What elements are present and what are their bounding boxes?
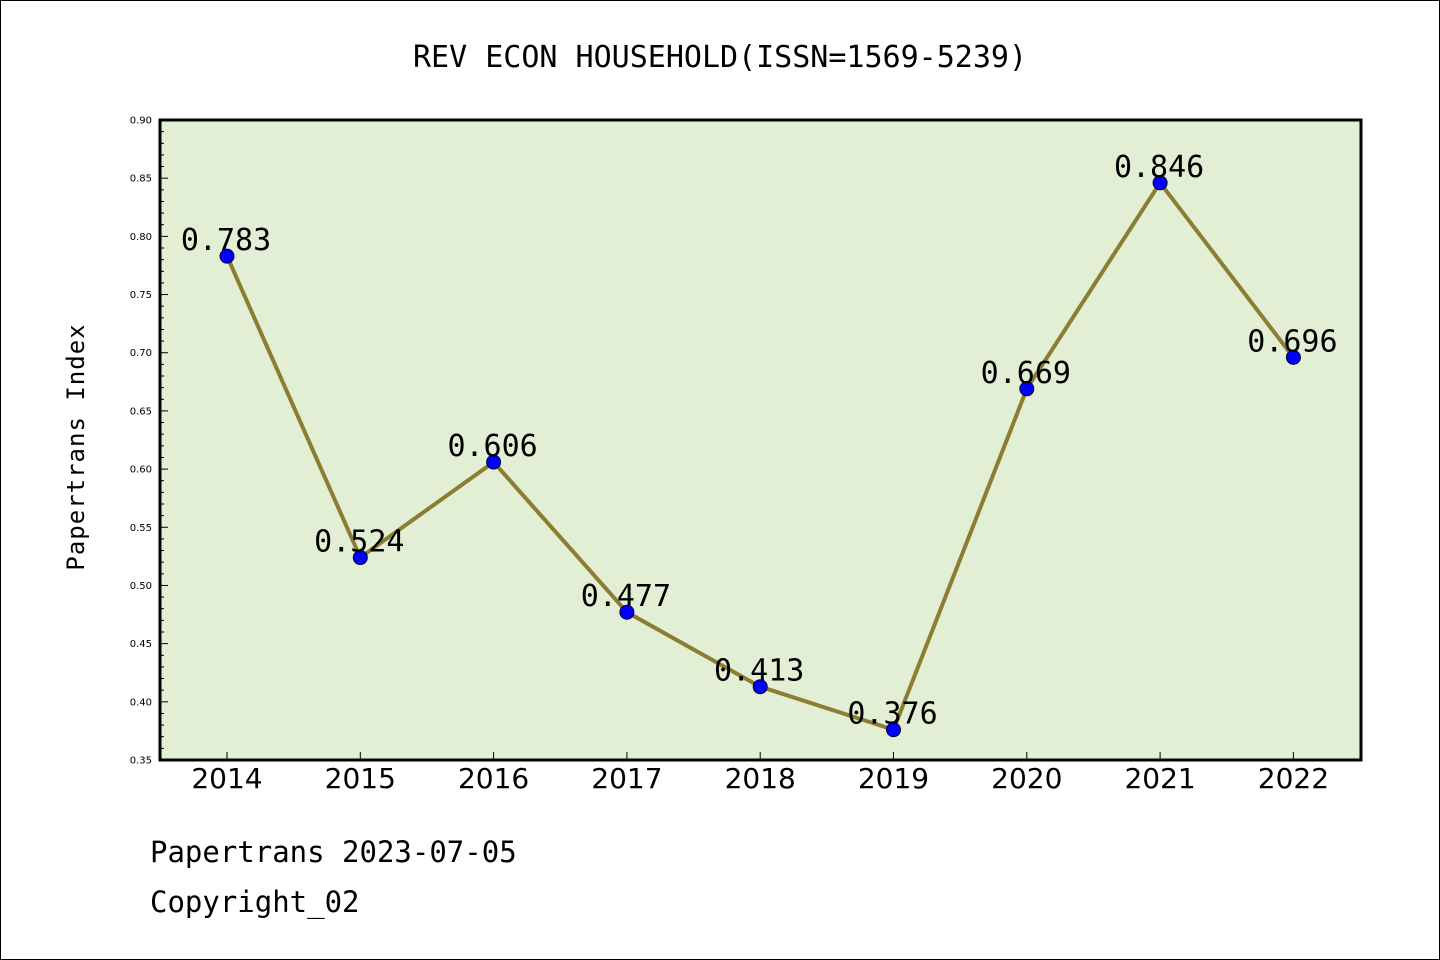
data-label: 0.413 bbox=[714, 654, 804, 689]
data-label: 0.846 bbox=[1114, 150, 1204, 185]
data-point-marker bbox=[1285, 349, 1301, 365]
y-axis-label: Papertrans Index bbox=[62, 323, 90, 570]
y-tick-label: 0.35 bbox=[130, 756, 152, 767]
y-tick-label: 0.45 bbox=[130, 639, 152, 650]
source-date-text: Papertrans 2023-07-05 bbox=[150, 835, 517, 869]
data-label: 0.606 bbox=[447, 429, 537, 464]
x-tick-label: 2020 bbox=[991, 762, 1062, 795]
data-point-marker bbox=[219, 248, 235, 264]
chart-title: REV ECON HOUSEHOLD(ISSN=1569-5239) bbox=[413, 40, 1027, 75]
x-tick-label: 2022 bbox=[1258, 762, 1329, 795]
data-point-marker bbox=[886, 722, 901, 738]
y-tick-label: 0.40 bbox=[130, 697, 152, 708]
data-markers bbox=[219, 175, 1301, 738]
x-tick-label: 2019 bbox=[858, 762, 929, 795]
data-point-marker bbox=[619, 604, 635, 620]
plot-border bbox=[158, 118, 1363, 762]
data-point-marker bbox=[752, 679, 768, 695]
data-label: 0.376 bbox=[847, 697, 937, 732]
data-label: 0.783 bbox=[181, 223, 271, 258]
y-tick-label: 0.80 bbox=[130, 232, 152, 243]
x-tick-label: 2018 bbox=[725, 762, 796, 795]
data-point-marker bbox=[486, 454, 502, 470]
y-tick-label: 0.85 bbox=[130, 174, 152, 185]
data-point-marker bbox=[1019, 381, 1035, 397]
x-tick-label: 2015 bbox=[325, 762, 396, 795]
data-label: 0.669 bbox=[981, 356, 1071, 391]
y-tick-label: 0.90 bbox=[130, 116, 152, 127]
x-tick-label: 2014 bbox=[191, 762, 262, 795]
data-point-marker bbox=[352, 550, 368, 566]
x-tick-label: 2017 bbox=[591, 762, 662, 795]
y-tick-label: 0.75 bbox=[130, 290, 152, 301]
copyright-text: Copyright_02 bbox=[150, 885, 360, 919]
x-axis: 2014 2015 2016 2017 2018 2019 2020 2021 2022 bbox=[191, 752, 1329, 795]
y-tick-label: 0.55 bbox=[130, 523, 152, 534]
y-tick-label: 0.70 bbox=[130, 348, 152, 359]
x-tick-label: 2016 bbox=[458, 762, 529, 795]
y-tick-label: 0.60 bbox=[130, 465, 152, 476]
y-tick-label: 0.50 bbox=[130, 581, 152, 592]
data-label: 0.477 bbox=[581, 579, 671, 614]
x-tick-label: 2021 bbox=[1124, 762, 1195, 795]
plot-area bbox=[160, 120, 1361, 760]
data-label: 0.524 bbox=[314, 525, 404, 560]
data-point-marker bbox=[1152, 175, 1168, 191]
data-label: 0.696 bbox=[1247, 324, 1337, 359]
y-tick-label: 0.65 bbox=[130, 406, 152, 417]
data-labels: 0.783 0.524 0.606 0.477 0.413 0.376 0.669 0.846… bbox=[181, 150, 1338, 732]
